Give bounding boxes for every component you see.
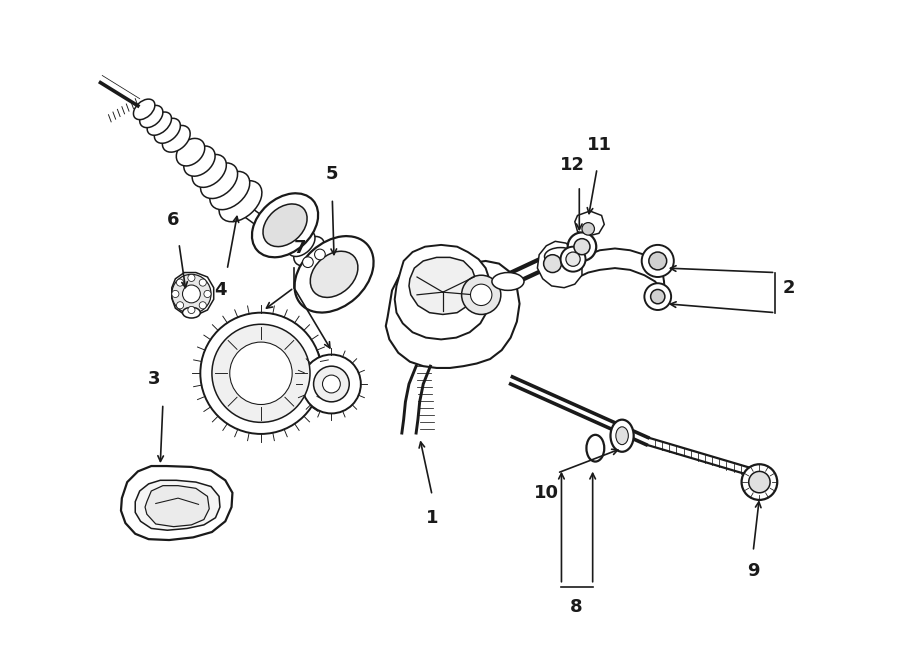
Polygon shape <box>172 272 213 315</box>
Ellipse shape <box>140 105 163 128</box>
Ellipse shape <box>176 138 205 166</box>
Circle shape <box>544 254 562 272</box>
Text: 5: 5 <box>326 165 338 183</box>
Circle shape <box>313 366 349 402</box>
Circle shape <box>188 274 195 282</box>
Circle shape <box>574 239 590 254</box>
Ellipse shape <box>310 251 358 297</box>
Ellipse shape <box>183 307 201 318</box>
Ellipse shape <box>192 155 227 187</box>
Circle shape <box>315 249 325 260</box>
Circle shape <box>649 252 667 270</box>
Circle shape <box>642 245 674 277</box>
Circle shape <box>561 247 586 272</box>
Text: 1: 1 <box>426 509 438 527</box>
Text: 4: 4 <box>214 282 227 299</box>
Polygon shape <box>386 257 519 368</box>
Ellipse shape <box>219 180 262 221</box>
Polygon shape <box>135 481 220 530</box>
Text: 9: 9 <box>747 563 760 580</box>
Ellipse shape <box>133 99 155 120</box>
Circle shape <box>302 257 313 268</box>
Circle shape <box>742 464 778 500</box>
Text: 3: 3 <box>148 370 160 389</box>
Circle shape <box>462 275 500 315</box>
Circle shape <box>212 325 310 422</box>
Ellipse shape <box>252 193 318 257</box>
Ellipse shape <box>148 112 172 136</box>
Circle shape <box>651 290 665 304</box>
Circle shape <box>183 285 201 303</box>
Circle shape <box>176 301 184 309</box>
Ellipse shape <box>287 230 315 256</box>
Ellipse shape <box>210 171 250 210</box>
Polygon shape <box>145 486 210 527</box>
Polygon shape <box>575 211 604 236</box>
Ellipse shape <box>184 146 215 176</box>
Ellipse shape <box>162 126 190 152</box>
Ellipse shape <box>587 435 604 461</box>
Ellipse shape <box>201 163 238 198</box>
Circle shape <box>176 279 184 286</box>
Circle shape <box>471 284 492 305</box>
Ellipse shape <box>154 118 180 143</box>
Ellipse shape <box>302 243 336 275</box>
Ellipse shape <box>293 237 325 266</box>
Circle shape <box>566 252 580 266</box>
Circle shape <box>188 307 195 313</box>
Text: 8: 8 <box>571 598 583 616</box>
Text: 10: 10 <box>534 484 559 502</box>
Text: 12: 12 <box>560 157 585 175</box>
Circle shape <box>230 342 292 405</box>
Circle shape <box>568 233 596 261</box>
Ellipse shape <box>294 236 374 313</box>
Text: 7: 7 <box>294 239 306 257</box>
Circle shape <box>582 223 595 235</box>
Circle shape <box>172 274 211 313</box>
Circle shape <box>172 290 179 297</box>
Circle shape <box>199 301 206 309</box>
Ellipse shape <box>263 204 307 247</box>
Polygon shape <box>537 241 582 288</box>
Text: 11: 11 <box>588 136 612 154</box>
Polygon shape <box>121 466 232 540</box>
Ellipse shape <box>616 427 628 445</box>
Circle shape <box>749 471 770 493</box>
Ellipse shape <box>492 272 524 290</box>
Circle shape <box>644 284 671 310</box>
Polygon shape <box>409 257 477 315</box>
Circle shape <box>199 279 206 286</box>
Circle shape <box>201 313 321 434</box>
Circle shape <box>322 375 340 393</box>
Text: 2: 2 <box>783 279 795 297</box>
Text: 6: 6 <box>167 211 180 229</box>
Circle shape <box>302 354 361 413</box>
Ellipse shape <box>610 420 634 451</box>
Ellipse shape <box>544 248 577 266</box>
Circle shape <box>204 290 211 297</box>
Polygon shape <box>395 245 491 339</box>
